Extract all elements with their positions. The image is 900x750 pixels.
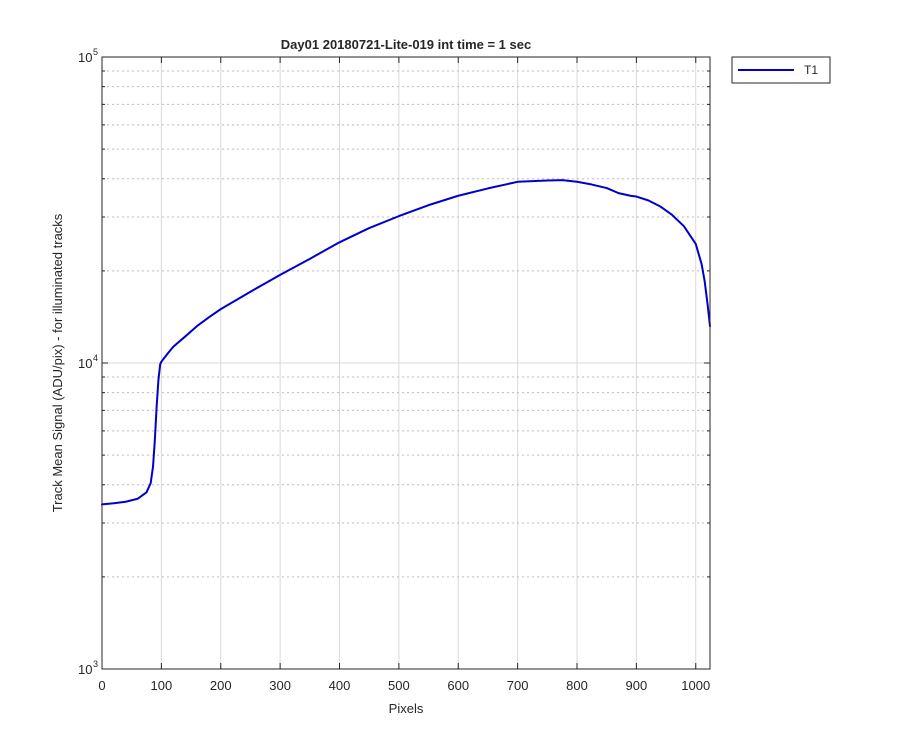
x-tick-label: 100 xyxy=(151,678,173,693)
x-tick-label: 200 xyxy=(210,678,232,693)
series-line-t1 xyxy=(101,179,711,506)
x-axis-label: Pixels xyxy=(389,701,424,716)
x-tick-label: 300 xyxy=(269,678,291,693)
legend: T1 xyxy=(731,56,831,84)
x-tick-label: 900 xyxy=(626,678,648,693)
x-tick-label: 0 xyxy=(98,678,105,693)
x-tick-label: 700 xyxy=(507,678,529,693)
chart-title: Day01 20180721-Lite-019 int time = 1 sec xyxy=(281,37,531,52)
y-tick-label: 10 xyxy=(78,356,92,371)
y-axis-label: Track Mean Signal (ADU/pix) - for illumi… xyxy=(50,213,65,512)
y-tick-label: 10 xyxy=(78,50,92,65)
x-tick-label: 1000 xyxy=(681,678,710,693)
x-tick-label: 600 xyxy=(447,678,469,693)
legend-label-t1: T1 xyxy=(804,63,818,77)
x-tick-label: 400 xyxy=(329,678,351,693)
y-tick-label: 10 xyxy=(78,662,92,677)
series-layer xyxy=(101,179,711,506)
x-tick-label: 800 xyxy=(566,678,588,693)
y-tick-exponent: 4 xyxy=(93,353,98,363)
x-tick-label: 500 xyxy=(388,678,410,693)
grid xyxy=(101,57,710,670)
y-tick-exponent: 3 xyxy=(93,659,98,669)
y-tick-exponent: 5 xyxy=(93,47,98,57)
